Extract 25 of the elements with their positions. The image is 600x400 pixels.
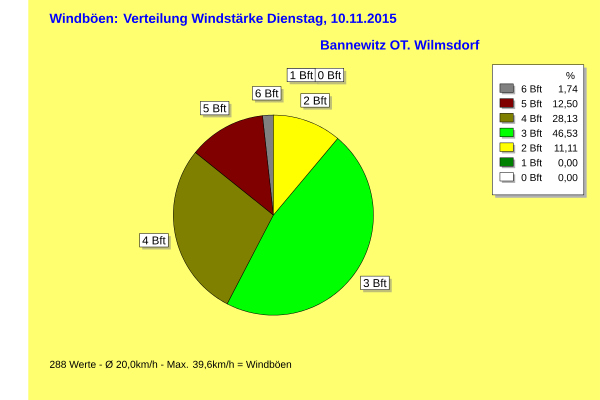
legend-label: 3 Bft <box>522 129 542 137</box>
legend-label: 5 Bft <box>522 100 542 108</box>
data-label: 1,74 <box>558 85 578 94</box>
slice-label: 2 Bft <box>304 96 327 104</box>
data-label: 11,11 <box>554 144 578 153</box>
text: 0,00 <box>558 174 578 182</box>
legend-title: % <box>566 72 575 80</box>
category-label: 0 Bft <box>522 174 542 182</box>
data-label: 12,50 <box>553 100 578 108</box>
legend-label: 6 Bft <box>522 84 542 92</box>
slice-label: 6 Bft <box>256 88 278 98</box>
data-label: 28,13 <box>552 114 578 124</box>
text: 0,00 <box>558 159 578 168</box>
slice-label: 4 Bft <box>142 236 166 244</box>
chart-title: Windböen: Verteilung Windstärke Dienstag, 10.11.2015 <box>49 13 396 26</box>
data-label: 46,53 <box>552 130 578 138</box>
legend-label: 4 Bft <box>521 114 542 122</box>
legend-label: 2 Bft <box>522 144 542 152</box>
chart-subtitle: Bannewitz OT. Wilmsdorf <box>320 40 480 50</box>
legend-label: 0 Bft <box>318 70 342 80</box>
text: 288 Werte - Ø 20,0km/h - Max. 39,6km/h = Windböen <box>50 360 292 370</box>
slice-label: 5 Bft <box>203 104 226 112</box>
category-label: 1 Bft <box>290 70 314 80</box>
legend-label: 1 Bft <box>522 158 542 166</box>
slice-label: 3 Bft <box>364 278 387 288</box>
